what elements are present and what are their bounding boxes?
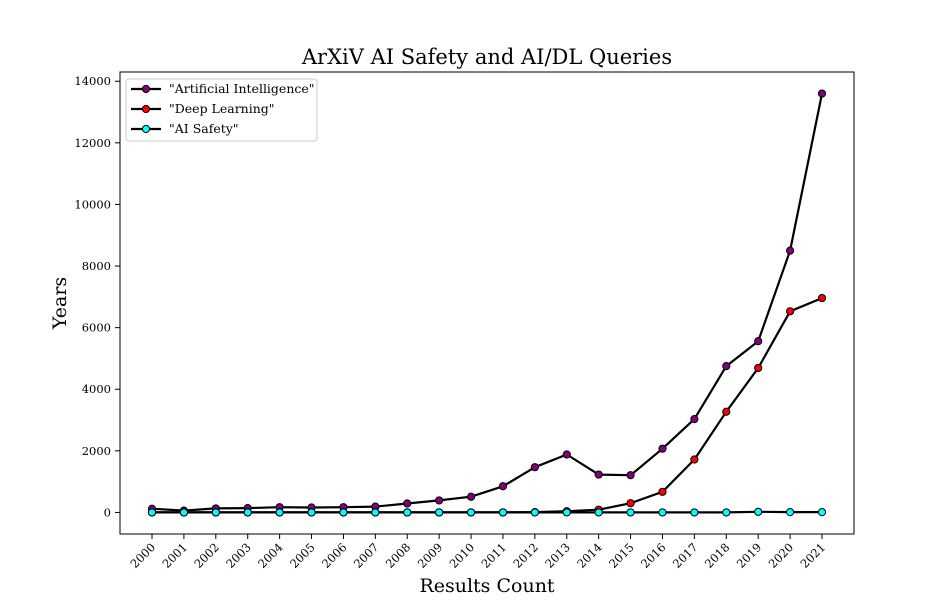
x-tick-label: 2016 xyxy=(638,540,669,571)
x-tick-label: 2015 xyxy=(606,540,637,571)
data-point xyxy=(690,508,699,517)
plot-frame xyxy=(119,71,855,535)
data-point xyxy=(722,362,731,371)
x-tick-label: 2007 xyxy=(351,540,382,571)
series-line xyxy=(151,93,824,512)
x-tick-label: 2008 xyxy=(383,540,414,571)
data-point xyxy=(275,508,284,517)
legend-label: "Deep Learning" xyxy=(169,101,275,116)
data-point xyxy=(498,482,508,491)
x-tick-label: 2005 xyxy=(287,540,318,571)
data-point xyxy=(817,293,827,303)
data-point xyxy=(658,487,667,496)
x-tick-label: 2014 xyxy=(574,540,605,571)
legend-marker xyxy=(141,84,151,94)
x-tick-label: 2001 xyxy=(159,540,190,571)
x-tick-label: 2006 xyxy=(319,540,350,571)
data-point xyxy=(754,363,763,373)
data-point xyxy=(754,337,763,346)
data-point xyxy=(658,508,667,517)
data-point xyxy=(435,496,444,505)
data-point xyxy=(435,508,444,517)
data-point xyxy=(817,508,827,517)
x-tick-label: 2012 xyxy=(510,540,541,571)
x-tick-label: 2009 xyxy=(415,540,446,571)
data-point xyxy=(690,455,699,464)
x-tick-label: 2000 xyxy=(128,540,159,571)
data-point xyxy=(498,508,508,517)
data-point xyxy=(626,499,635,508)
x-tick-label: 2018 xyxy=(702,540,733,571)
x-tick-label: 2017 xyxy=(670,540,701,571)
y-tick-label: 8000 xyxy=(82,259,111,273)
legend-label: "AI Safety" xyxy=(169,121,239,136)
data-point xyxy=(339,508,348,517)
legend: "Artificial Intelligence" "Deep Learning"… xyxy=(125,78,318,142)
data-point xyxy=(594,508,603,517)
data-point xyxy=(594,470,603,479)
y-tick-label: 4000 xyxy=(82,382,111,396)
x-tick-label: 2021 xyxy=(798,540,829,571)
data-point xyxy=(403,499,412,508)
data-point xyxy=(466,508,476,517)
x-axis-label: Results Count xyxy=(419,575,554,597)
data-point xyxy=(371,508,380,517)
x-tick-label: 2011 xyxy=(478,540,509,571)
data-point xyxy=(530,463,539,472)
data-point xyxy=(466,492,476,501)
y-tick-label: 14000 xyxy=(74,74,111,88)
data-point xyxy=(626,471,635,480)
x-tick-label: 2004 xyxy=(255,540,286,571)
data-point xyxy=(754,507,763,516)
data-point xyxy=(562,450,571,459)
legend-marker xyxy=(141,124,151,134)
data-point xyxy=(147,508,157,517)
data-point xyxy=(179,508,189,517)
data-point xyxy=(785,508,795,517)
data-point xyxy=(817,89,827,98)
y-tick-label: 0 xyxy=(104,505,111,519)
data-point xyxy=(722,508,731,517)
data-point xyxy=(626,508,635,517)
data-point xyxy=(243,508,252,517)
y-axis-label: Years xyxy=(49,277,71,330)
x-tick-label: 2002 xyxy=(191,540,222,571)
y-tick-label: 12000 xyxy=(74,136,111,150)
data-point xyxy=(403,508,412,517)
data-point xyxy=(562,508,571,517)
x-tick-label: 2003 xyxy=(223,540,254,571)
x-tick-label: 2020 xyxy=(766,540,797,571)
legend-label: "Artificial Intelligence" xyxy=(169,81,315,96)
data-point xyxy=(530,508,539,517)
y-tick-label: 6000 xyxy=(82,321,111,335)
y-tick-label: 10000 xyxy=(74,197,111,211)
data-point xyxy=(722,407,731,416)
data-point xyxy=(690,415,699,424)
legend-box xyxy=(125,78,318,142)
data-point xyxy=(307,508,316,517)
x-tick-label: 2010 xyxy=(447,540,478,571)
x-tick-label: 2013 xyxy=(542,540,573,571)
data-point xyxy=(658,444,667,453)
chart-title: ArXiV AI Safety and AI/DL Queries xyxy=(301,45,672,69)
series-line xyxy=(152,297,823,514)
x-tick-label: 2019 xyxy=(734,540,765,571)
data-point xyxy=(785,307,795,316)
series-line xyxy=(152,510,822,514)
data-point xyxy=(211,508,220,517)
legend-marker xyxy=(141,104,151,114)
y-tick-label: 2000 xyxy=(82,444,111,458)
data-point xyxy=(785,246,795,255)
